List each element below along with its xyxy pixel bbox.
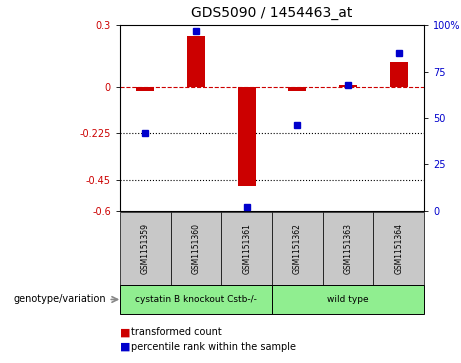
Text: GSM1151360: GSM1151360 [191,223,201,274]
Text: GSM1151359: GSM1151359 [141,223,150,274]
Bar [339,85,357,87]
Text: GSM1151362: GSM1151362 [293,223,302,274]
Bar [390,62,408,87]
Text: cystatin B knockout Cstb-/-: cystatin B knockout Cstb-/- [135,295,257,304]
Bar [238,87,255,186]
Text: GSM1151364: GSM1151364 [394,223,403,274]
Bar [187,36,205,87]
Bar [136,87,154,91]
Text: percentile rank within the sample: percentile rank within the sample [131,342,296,352]
Bar [289,87,306,91]
Text: GSM1151361: GSM1151361 [242,223,251,274]
Text: genotype/variation: genotype/variation [13,294,106,305]
Text: ■: ■ [120,327,130,337]
Text: transformed count: transformed count [131,327,222,337]
Text: GDS5090 / 1454463_at: GDS5090 / 1454463_at [191,6,353,20]
Text: wild type: wild type [327,295,369,304]
Text: ■: ■ [120,342,130,352]
Text: GSM1151363: GSM1151363 [343,223,353,274]
